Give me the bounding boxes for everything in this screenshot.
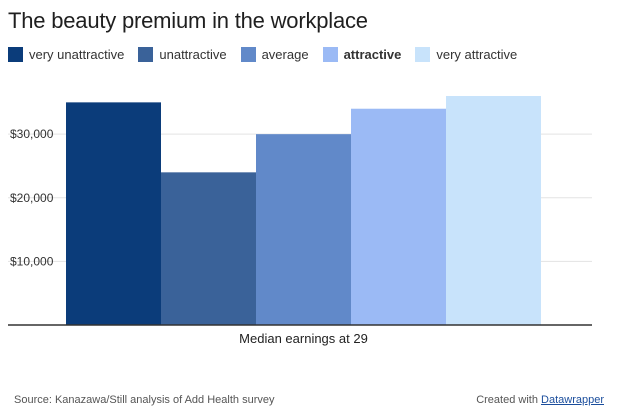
credit-prefix: Created with — [476, 394, 542, 406]
source-note: Source: Kanazawa/Still analysis of Add H… — [14, 394, 275, 406]
legend-swatch-average — [240, 46, 256, 62]
x-axis-label: Median earnings at 29 — [239, 331, 368, 346]
y-axis-ticks: $10,000 $20,000 $30,000 — [10, 127, 54, 268]
legend-swatch-unattractive — [138, 46, 154, 62]
bar-average[interactable] — [256, 134, 351, 325]
chart-title: The beauty premium in the workplace — [8, 8, 368, 33]
legend-item-very-unattractive: very unattractive — [8, 46, 125, 62]
bar-attractive[interactable] — [351, 108, 446, 325]
legend-label-very-unattractive: very unattractive — [29, 46, 125, 62]
legend-label-very-attractive: very attractive — [436, 46, 518, 62]
legend-label-attractive: attractive — [343, 46, 402, 62]
legend-swatch-attractive — [322, 46, 338, 62]
legend-swatch-very-attractive — [415, 46, 431, 62]
y-tick-label: $10,000 — [10, 254, 54, 268]
bar-very-attractive[interactable] — [446, 96, 541, 325]
bars — [66, 96, 541, 325]
legend-swatch-very-unattractive — [8, 46, 23, 62]
legend-item-attractive: attractive — [322, 46, 402, 62]
y-tick-label: $30,000 — [10, 127, 54, 141]
footer: Source: Kanazawa/Still analysis of Add H… — [14, 394, 604, 406]
legend-item-very-attractive: very attractive — [415, 46, 518, 62]
y-tick-label: $20,000 — [10, 191, 54, 205]
legend-item-average: average — [240, 46, 309, 62]
datawrapper-link[interactable]: Datawrapper — [541, 394, 604, 406]
legend-label-average: average — [261, 46, 309, 62]
legend-label-unattractive: unattractive — [159, 46, 227, 62]
legend-item-unattractive: unattractive — [138, 46, 227, 62]
bar-unattractive[interactable] — [161, 172, 256, 325]
credit: Created with Datawrapper — [476, 394, 604, 406]
bar-very-unattractive[interactable] — [66, 102, 161, 325]
legend: very unattractive unattractive average a… — [8, 45, 531, 63]
